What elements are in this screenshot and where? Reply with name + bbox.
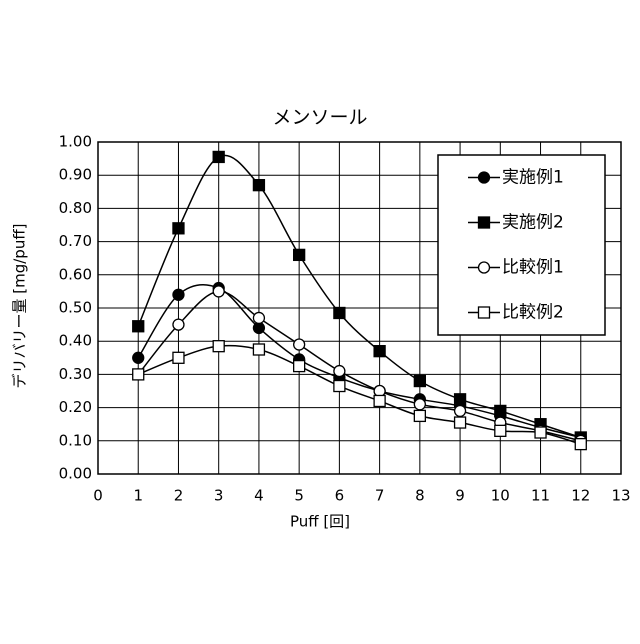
data-point (495, 425, 506, 436)
x-tick-label: 5 (294, 487, 304, 505)
data-point (495, 405, 506, 416)
x-tick-label: 3 (214, 487, 224, 505)
y-tick-label: 0.80 (59, 199, 92, 217)
data-point (374, 346, 385, 357)
data-point (414, 399, 425, 410)
data-point (294, 339, 305, 350)
data-point (213, 151, 224, 162)
chart-title: メンソール (272, 107, 367, 129)
data-point (133, 321, 144, 332)
data-point (334, 307, 345, 318)
y-tick-label: 0.50 (59, 299, 92, 317)
data-point (213, 341, 224, 352)
x-tick-label: 1 (133, 487, 143, 505)
data-point (334, 381, 345, 392)
data-point (294, 361, 305, 372)
data-point (253, 312, 264, 323)
series-line (138, 346, 581, 444)
data-point (294, 249, 305, 260)
legend-marker (479, 217, 490, 228)
data-point (455, 405, 466, 416)
x-tick-label: 8 (415, 487, 425, 505)
y-tick-label: 0.30 (59, 365, 92, 383)
data-point (374, 395, 385, 406)
y-tick-label: 0.40 (59, 332, 92, 350)
x-tick-label: 0 (93, 487, 103, 505)
x-axis-label: Puff [回] (290, 513, 350, 531)
y-tick-label: 0.70 (59, 232, 92, 250)
y-axis-label: デリバリー量 [mg/puff] (11, 223, 29, 388)
data-point (173, 319, 184, 330)
x-tick-label: 13 (611, 487, 630, 505)
legend-marker (479, 307, 490, 318)
chart: メンソール Puff [回] デリバリー量 [mg/puff] 0.00 0.10… (0, 0, 640, 640)
data-point (455, 394, 466, 405)
data-point (213, 286, 224, 297)
data-point (535, 427, 546, 438)
page: メンソール Puff [回] デリバリー量 [mg/puff] 0.00 0.10… (0, 0, 640, 644)
x-tick-label: 12 (571, 487, 590, 505)
data-point (133, 369, 144, 380)
data-point (253, 180, 264, 191)
y-tick-label: 0.20 (59, 398, 92, 416)
x-tick-label: 10 (491, 487, 510, 505)
legend-marker (479, 172, 490, 183)
y-tick-label: 0.00 (59, 465, 92, 483)
y-tick-label: 1.00 (59, 133, 92, 151)
legend-marker (479, 262, 490, 273)
data-point (173, 223, 184, 234)
x-tick-label: 9 (455, 487, 465, 505)
data-point (253, 344, 264, 355)
legend-label: 比較例2 (502, 303, 564, 323)
x-tick-label: 2 (174, 487, 184, 505)
data-point (173, 352, 184, 363)
x-tick-label: 11 (531, 487, 550, 505)
data-point (334, 366, 345, 377)
data-point (414, 376, 425, 387)
data-point (133, 352, 144, 363)
data-point (173, 289, 184, 300)
y-tick-label: 0.90 (59, 166, 92, 184)
data-point (414, 410, 425, 421)
legend-label: 比較例1 (502, 258, 564, 278)
data-point (575, 439, 586, 450)
x-tick-label: 7 (375, 487, 385, 505)
legend: 実施例1 実施例2 比較例1 比較例2 (438, 155, 605, 335)
data-point (455, 417, 466, 428)
x-tick-label: 4 (254, 487, 264, 505)
y-tick-label: 0.10 (59, 431, 92, 449)
y-tick-label: 0.60 (59, 265, 92, 283)
legend-label: 実施例1 (502, 168, 564, 188)
legend-label: 実施例2 (502, 213, 564, 233)
x-tick-label: 6 (335, 487, 345, 505)
